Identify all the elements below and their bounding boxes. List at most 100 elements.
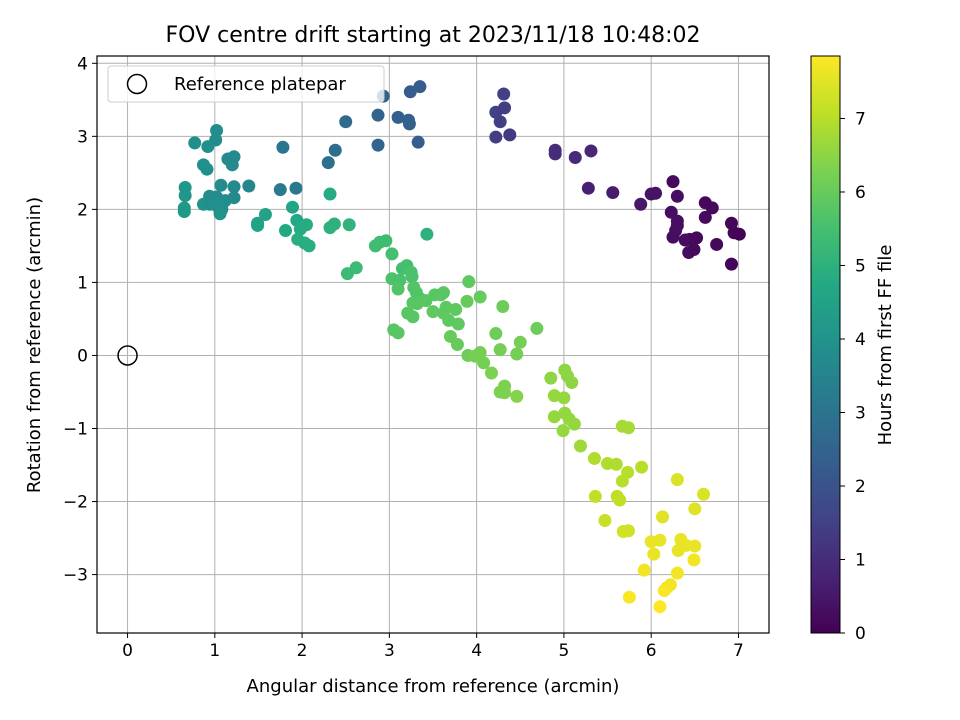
reference-marker — [117, 345, 138, 366]
data-point — [385, 247, 399, 261]
data-point — [581, 181, 595, 195]
data-point — [327, 217, 341, 231]
data-point — [544, 371, 558, 385]
data-point — [371, 138, 385, 152]
legend-label: Reference platepar — [174, 74, 346, 95]
data-point — [598, 514, 612, 528]
data-point — [426, 305, 440, 319]
data-point — [697, 487, 711, 501]
data-point — [420, 227, 434, 241]
data-point — [410, 297, 424, 311]
colorbar-tick-label: 5 — [855, 256, 866, 276]
data-point — [251, 218, 265, 232]
data-point — [273, 183, 287, 197]
data-point — [411, 135, 425, 149]
data-point — [403, 85, 417, 99]
data-point — [584, 144, 598, 158]
legend-box — [107, 65, 385, 103]
data-point — [588, 489, 602, 503]
data-point — [547, 410, 561, 424]
data-point — [225, 158, 239, 172]
data-point — [178, 189, 192, 203]
data-point — [613, 493, 627, 507]
y-tick-label: 0 — [77, 346, 88, 366]
data-point — [622, 590, 636, 604]
data-point — [210, 123, 224, 137]
data-point — [510, 347, 524, 361]
data-point — [644, 187, 658, 201]
data-point — [391, 110, 405, 124]
data-point — [484, 366, 498, 380]
x-axis-ticks: 0 1 2 3 4 5 6 7 — [122, 633, 744, 661]
data-point — [406, 310, 420, 324]
data-point — [493, 343, 507, 357]
data-point — [342, 218, 356, 232]
colorbar-tick-label: 1 — [855, 550, 866, 570]
data-point — [609, 457, 623, 471]
data-point — [473, 346, 487, 360]
data-point — [634, 197, 648, 211]
data-point — [653, 600, 667, 614]
data-point — [451, 317, 465, 331]
data-point — [732, 227, 746, 241]
colorbar-tick-label: 0 — [855, 624, 866, 644]
legend-marker-circle — [126, 73, 148, 95]
data-point — [436, 286, 450, 300]
data-point — [371, 108, 385, 122]
data-point — [462, 275, 476, 289]
data-point — [621, 524, 635, 538]
data-point — [493, 115, 507, 129]
y-tick-label: 4 — [77, 54, 88, 74]
colorbar-gradient — [810, 55, 841, 634]
data-point — [687, 553, 701, 567]
data-point — [568, 151, 582, 165]
data-point — [666, 175, 680, 189]
data-point — [328, 143, 342, 157]
data-point — [687, 243, 701, 257]
x-tick-label: 1 — [209, 641, 220, 661]
data-point — [587, 451, 601, 465]
y-tick-label: 2 — [77, 200, 88, 220]
data-point — [413, 80, 427, 94]
data-point — [391, 326, 405, 340]
data-point — [449, 302, 463, 316]
data-point — [690, 231, 704, 245]
data-point — [498, 386, 512, 400]
data-point — [637, 563, 651, 577]
data-point — [615, 474, 629, 488]
data-point — [276, 140, 290, 154]
data-point — [391, 282, 405, 296]
data-point — [724, 257, 738, 271]
x-tick-label: 2 — [297, 641, 308, 661]
data-point — [666, 230, 680, 244]
colorbar-tick-label: 3 — [855, 403, 866, 423]
data-point — [556, 424, 570, 438]
colorbar-label: Hours from first FF file — [875, 245, 896, 446]
data-point — [670, 189, 684, 203]
data-point — [573, 439, 587, 453]
x-tick-label: 3 — [384, 641, 395, 661]
data-point — [188, 136, 202, 150]
data-point — [477, 356, 491, 370]
data-point — [323, 187, 337, 201]
x-tick-label: 6 — [646, 641, 657, 661]
data-point — [513, 335, 527, 349]
data-point — [678, 233, 692, 247]
data-point — [497, 87, 511, 101]
data-point — [548, 147, 562, 161]
data-point — [299, 218, 313, 232]
colorbar: 0 1 2 3 4 5 6 7 Hours from first FF file — [810, 55, 896, 644]
data-point — [258, 207, 272, 221]
x-axis-label: Angular distance from reference (arcmin) — [247, 676, 620, 697]
data-point — [657, 584, 671, 598]
data-point — [510, 389, 524, 403]
data-point — [530, 321, 544, 335]
data-point — [321, 156, 335, 170]
data-point — [710, 237, 724, 251]
data-point — [450, 338, 464, 351]
y-tick-label: −3 — [63, 566, 88, 586]
data-point — [213, 207, 227, 221]
x-tick-label: 7 — [733, 641, 744, 661]
legend: Reference platepar — [107, 65, 385, 103]
